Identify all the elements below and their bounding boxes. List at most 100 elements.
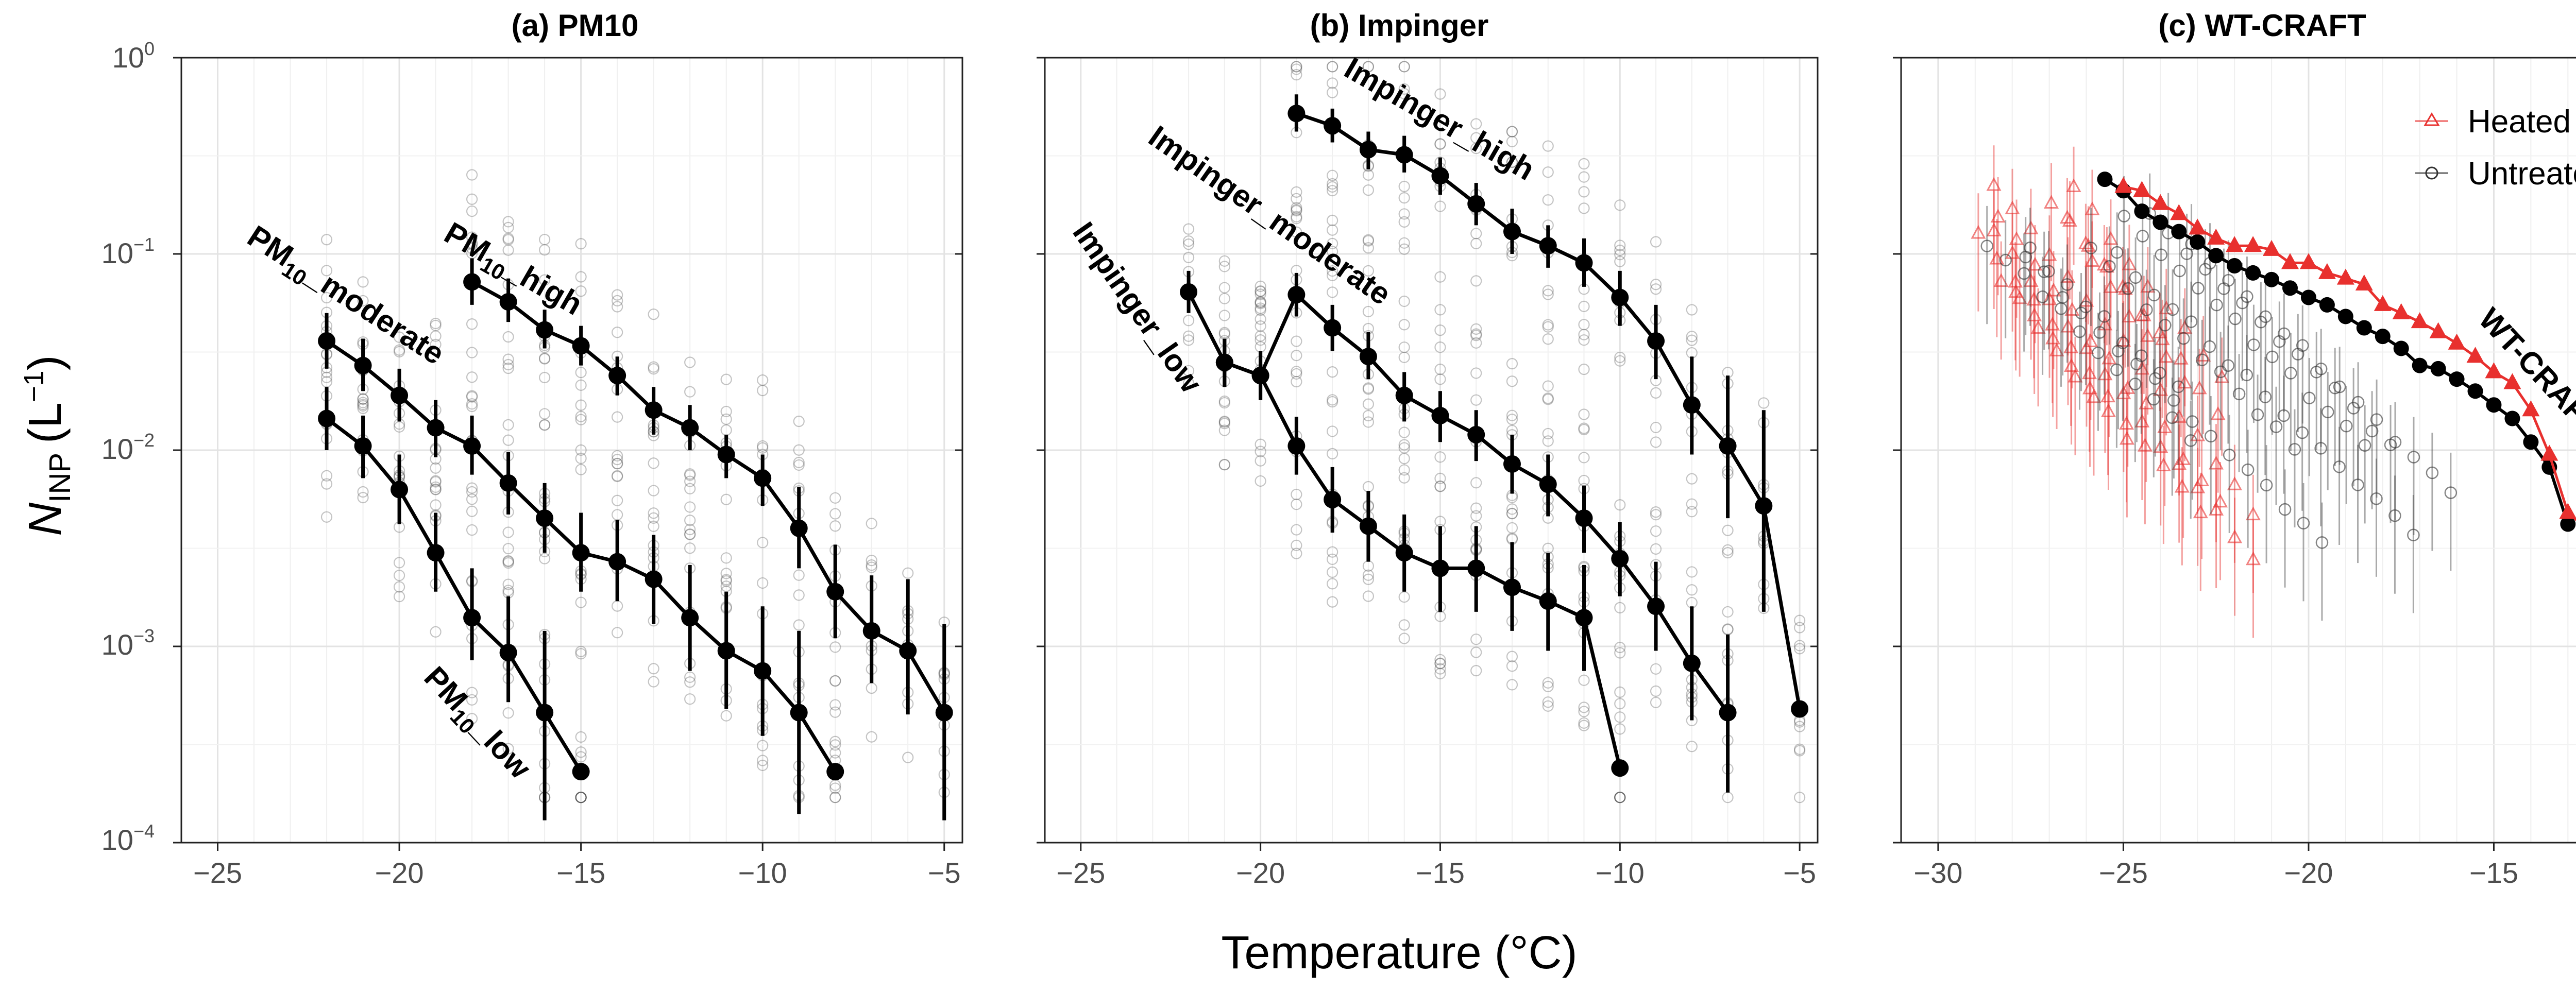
sample-point — [1470, 237, 1482, 249]
untreated-sample-circle — [2122, 282, 2134, 295]
sample-point — [902, 567, 914, 579]
panel-b-title: (b) Impinger — [1310, 8, 1489, 43]
untreated-sample-circle — [2217, 282, 2230, 295]
heated-sample-triangle — [2009, 231, 2024, 245]
heated-sample-triangle — [2159, 300, 2174, 315]
sample-point — [430, 462, 442, 474]
untreated-sample-circle — [2232, 387, 2246, 401]
heated-sample-triangle — [2155, 331, 2170, 346]
sample-point — [1255, 304, 1266, 316]
sample-point — [466, 524, 478, 536]
sample-point — [575, 596, 587, 608]
sample-point — [1291, 202, 1302, 214]
series-point — [790, 519, 808, 537]
sample-point — [1470, 228, 1482, 240]
untreated-sample-circle — [1980, 240, 1993, 252]
sample-point — [502, 221, 514, 233]
sample-point — [684, 528, 696, 540]
heated-sample-triangle — [2157, 419, 2173, 433]
heated-sample-triangle — [2213, 493, 2228, 508]
heated-sample-triangle — [2119, 431, 2134, 445]
sample-point — [466, 243, 478, 254]
series-point-heated — [2189, 218, 2207, 235]
untreated-sample-circle — [2173, 264, 2186, 278]
sample-point — [1470, 502, 1482, 514]
sample-point — [1327, 566, 1338, 578]
series-line — [325, 417, 583, 773]
sample-point — [430, 481, 442, 493]
sample-point — [1614, 711, 1626, 723]
heated-sample-triangle — [2097, 366, 2113, 381]
series-point — [1467, 425, 1485, 443]
series-point — [826, 763, 844, 781]
series-point — [2523, 434, 2539, 450]
series-point — [1431, 406, 1449, 424]
sample-point — [1398, 180, 1410, 193]
untreated-sample-circle — [2365, 424, 2379, 438]
sample-point — [1291, 204, 1302, 216]
untreated-sample-circle — [2098, 310, 2111, 323]
sample-point — [684, 523, 696, 536]
untreated-sample-circle — [2251, 408, 2264, 421]
sample-point — [1686, 334, 1698, 346]
heated-sample-triangle — [1986, 177, 2002, 191]
sample-point — [829, 747, 841, 759]
series-point — [2171, 224, 2187, 240]
sample-point — [1327, 178, 1338, 190]
untreated-sample-circle — [2018, 267, 2030, 280]
sample-point — [1470, 664, 1482, 677]
series-point — [1611, 288, 1629, 306]
sample-point — [1686, 304, 1698, 316]
series-point — [1575, 609, 1593, 627]
sample-point — [757, 577, 769, 589]
series-point — [2449, 371, 2465, 387]
sample-point — [1542, 394, 1554, 405]
sample-point — [684, 542, 696, 554]
sample-point — [466, 694, 478, 706]
heated-sample-triangle — [2042, 247, 2057, 261]
sample-point — [648, 361, 659, 373]
sample-point — [1255, 330, 1266, 342]
series-point — [717, 642, 735, 660]
series-label-pm10-low: PM10_low — [414, 660, 538, 789]
sample-point — [1255, 475, 1266, 487]
series-point-heated — [2114, 177, 2132, 193]
sample-point — [575, 399, 587, 411]
sample-point — [393, 557, 405, 569]
heated-sample-triangle — [2153, 382, 2168, 396]
sample-point — [539, 419, 551, 431]
series-point — [354, 356, 372, 374]
sample-point — [539, 371, 551, 384]
sample-point — [1794, 643, 1806, 655]
sample-point — [1218, 261, 1230, 272]
sample-point — [357, 399, 369, 411]
sample-point — [1434, 138, 1446, 150]
sample-point — [357, 491, 369, 504]
sample-point — [502, 555, 514, 567]
sample-point — [1255, 296, 1266, 309]
sample-point — [1182, 223, 1195, 235]
untreated-sample-circle — [2167, 394, 2180, 407]
heated-sample-triangle — [2245, 551, 2261, 566]
sample-point — [1434, 657, 1446, 669]
sample-point — [720, 575, 732, 587]
series-point — [826, 583, 844, 601]
heated-sample-triangle — [2045, 316, 2060, 331]
sample-point — [1506, 660, 1518, 672]
sample-point — [829, 508, 841, 520]
series-point — [754, 662, 772, 680]
sample-point — [1650, 525, 1662, 537]
series-point — [1503, 223, 1521, 241]
x-tick-label: −15 — [556, 857, 605, 889]
sample-point — [575, 792, 587, 803]
sample-point — [466, 493, 478, 505]
untreated-sample-circle — [2042, 265, 2055, 278]
sample-point — [1650, 421, 1662, 434]
sample-point — [1398, 295, 1410, 307]
sample-point — [1291, 211, 1302, 223]
sample-point — [1362, 184, 1375, 196]
sample-point — [466, 713, 478, 725]
series-point-heated — [2503, 373, 2521, 389]
sample-point — [1398, 439, 1410, 451]
untreated-sample-circle — [2277, 409, 2290, 422]
